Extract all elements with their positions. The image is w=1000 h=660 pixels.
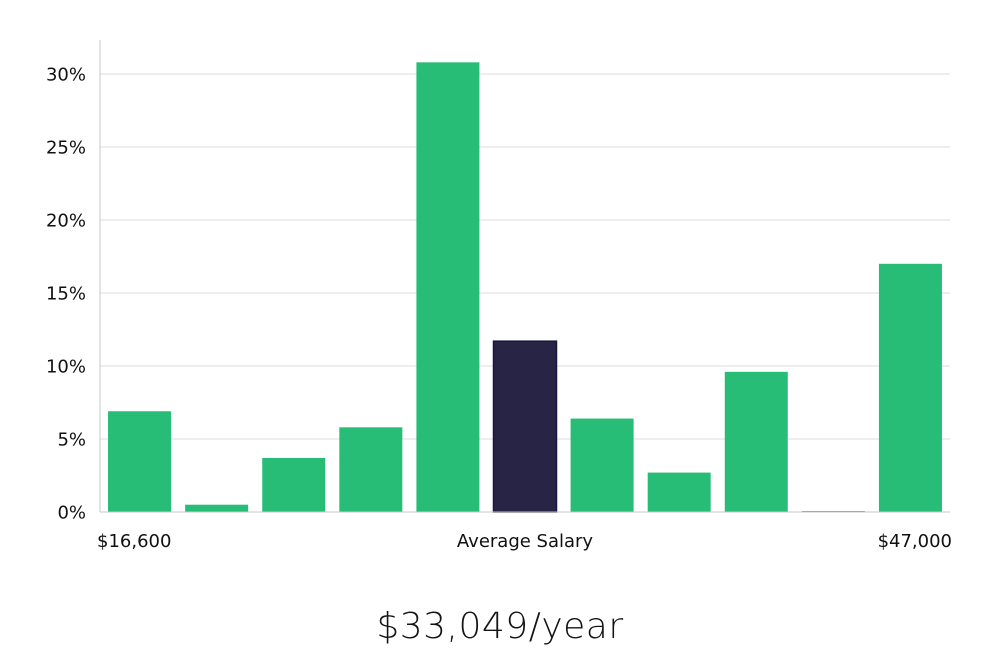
y-tick-label: 10% [46, 357, 86, 378]
y-tick-label: 0% [57, 503, 86, 524]
y-tick-label: 20% [46, 211, 86, 232]
bar [108, 411, 172, 512]
x-start-label: $16,600 [97, 531, 171, 552]
bar [416, 62, 480, 512]
bar [724, 371, 788, 512]
y-tick-label: 5% [57, 430, 86, 451]
bar [570, 418, 634, 512]
grid-lines [100, 73, 950, 440]
y-tick-label: 25% [46, 138, 86, 159]
average-salary-value: $33,049/year [376, 606, 624, 647]
bar-average-salary [492, 340, 558, 513]
bar [339, 427, 403, 512]
bar [185, 504, 249, 512]
y-axis-ticks: 0% 5% 10% 15% 20% 25% 30% [46, 65, 86, 524]
bars [108, 62, 942, 513]
salary-histogram: 0% 5% 10% 15% 20% 25% 30% $16,600 Average Sala… [46, 40, 952, 552]
bar [647, 472, 711, 512]
x-center-label: Average Salary [457, 531, 594, 552]
y-tick-label: 15% [46, 284, 86, 305]
bar [878, 263, 942, 512]
bar [262, 457, 326, 512]
x-end-label: $47,000 [878, 531, 952, 552]
y-tick-label: 30% [46, 65, 86, 86]
